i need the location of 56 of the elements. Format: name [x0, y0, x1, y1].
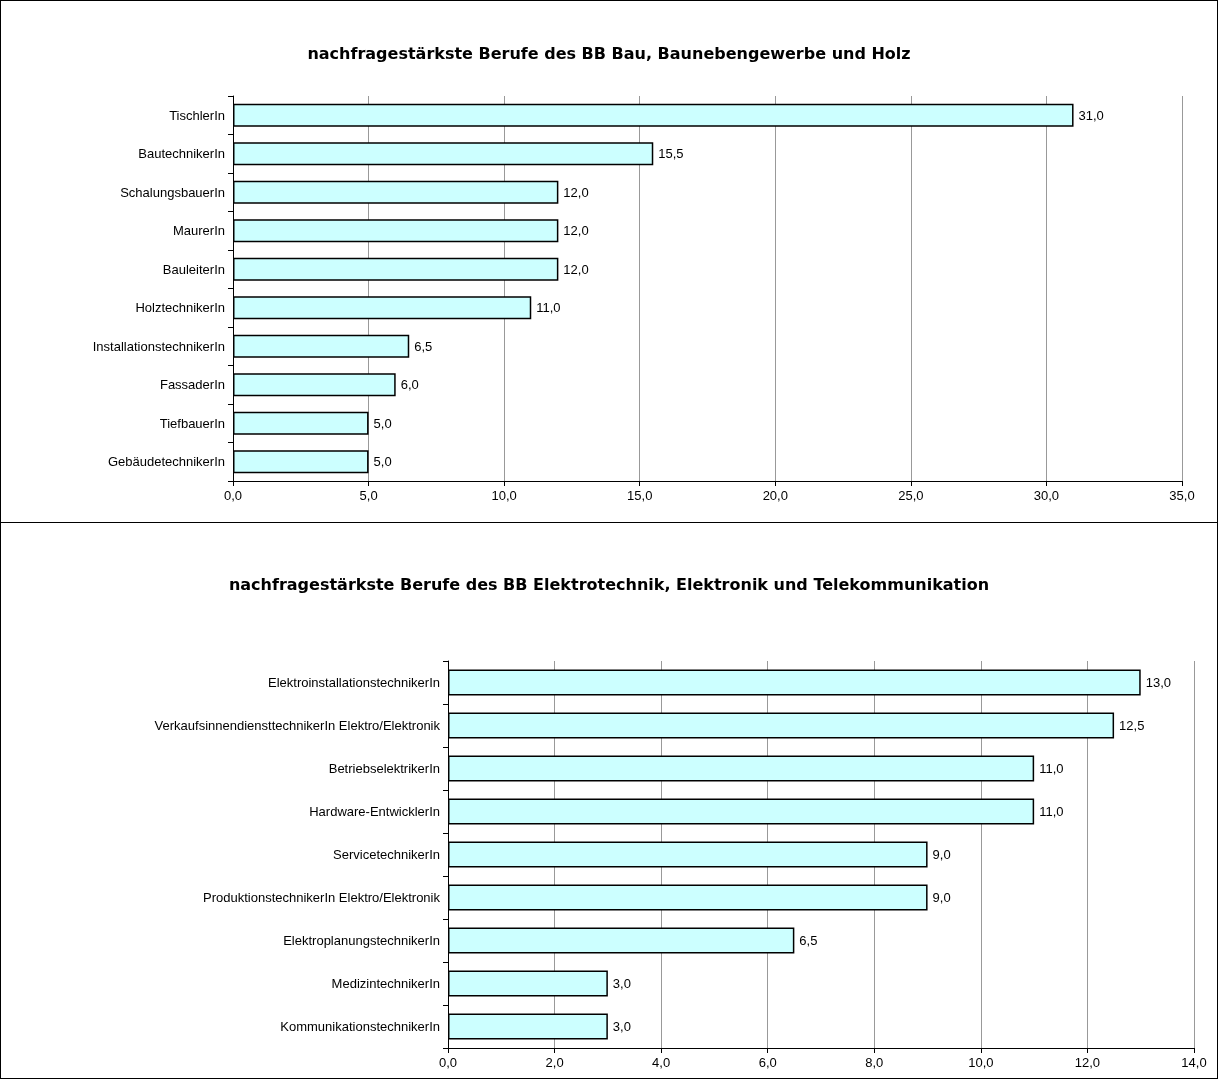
data-label: 11,0: [1039, 761, 1064, 776]
x-tick-label: 0,0: [438, 1055, 458, 1070]
y-tick-label: TiefbauerIn: [159, 415, 225, 431]
data-label: 9,0: [932, 847, 951, 862]
y-tick-label: Hardware-EntwicklerIn: [309, 804, 440, 819]
y-tick-label: BauleiterIn: [162, 261, 225, 277]
x-tick-label: 10,0: [968, 1055, 994, 1070]
y-tick-label: ServicetechnikerIn: [333, 847, 440, 862]
y-tick-label: SchalungsbauerIn: [120, 184, 225, 200]
chart-title: nachfragestärkste Berufe des BB Bau, Baunebengewerbe und Holz: [307, 43, 911, 63]
y-tick-label: FassaderIn: [159, 377, 225, 393]
data-label: 11,0: [1039, 804, 1064, 819]
x-tick-label: 30,0: [1033, 488, 1060, 503]
y-tick-label: ProduktionstechnikerIn Elektro/Elektronik: [202, 890, 441, 905]
data-label: 6,0: [400, 377, 419, 393]
y-tick-label: VerkaufsinnendiensttechnikerIn Elektro/Elektronik: [154, 718, 441, 733]
x-tick-label: 15,0: [627, 488, 653, 503]
x-tick-label: 2,0: [545, 1055, 564, 1070]
data-label: 11,0: [536, 300, 561, 316]
data-label: 13,0: [1145, 675, 1172, 690]
y-tick-label: KommunikationstechnikerIn: [280, 1019, 440, 1034]
data-label: 12,0: [563, 261, 589, 277]
x-tick-label: 25,0: [898, 488, 924, 503]
y-tick-label: BautechnikerIn: [138, 146, 225, 162]
x-tick-label: 35,0: [1169, 488, 1195, 503]
y-tick-label: GebäudetechnikerIn: [107, 454, 225, 470]
y-tick-label: ElektroinstallationstechnikerIn: [268, 675, 440, 690]
y-tick-label: MedizintechnikerIn: [331, 976, 440, 991]
data-label: 5,0: [373, 415, 392, 431]
data-label: 15,5: [658, 146, 684, 162]
x-tick-label: 14,0: [1181, 1055, 1207, 1070]
chart-title: nachfragestärkste Berufe des BB Elektrotechnik, Elektronik und Telekommunikation: [228, 574, 990, 594]
data-label: 12,0: [563, 184, 589, 200]
y-tick-label: ElektroplanungstechnikerIn: [283, 933, 440, 948]
data-label: 5,0: [373, 454, 392, 470]
x-tick-label: 5,0: [359, 488, 378, 503]
x-tick-label: 4,0: [652, 1055, 671, 1070]
data-label: 31,0: [1078, 107, 1104, 123]
x-tick-label: 6,0: [758, 1055, 777, 1070]
data-label: 12,0: [563, 223, 589, 239]
y-tick-label: HolztechnikerIn: [135, 300, 225, 316]
x-tick-label: 8,0: [865, 1055, 884, 1070]
y-tick-label: BetriebselektrikerIn: [328, 761, 440, 776]
data-label: 3,0: [612, 1019, 631, 1034]
x-tick-label: 10,0: [491, 488, 517, 503]
data-label: 9,0: [932, 890, 951, 905]
data-label: 3,0: [612, 976, 631, 991]
data-label: 12,5: [1119, 718, 1145, 733]
x-tick-label: 12,0: [1074, 1055, 1101, 1070]
data-label: 6,5: [414, 338, 433, 354]
y-tick-label: InstallationstechnikerIn: [92, 338, 225, 354]
x-tick-label: 0,0: [223, 488, 243, 503]
data-label: 6,5: [799, 933, 818, 948]
y-tick-label: MaurerIn: [172, 223, 225, 239]
x-tick-label: 20,0: [762, 488, 788, 503]
y-tick-label: TischlerIn: [169, 107, 225, 123]
